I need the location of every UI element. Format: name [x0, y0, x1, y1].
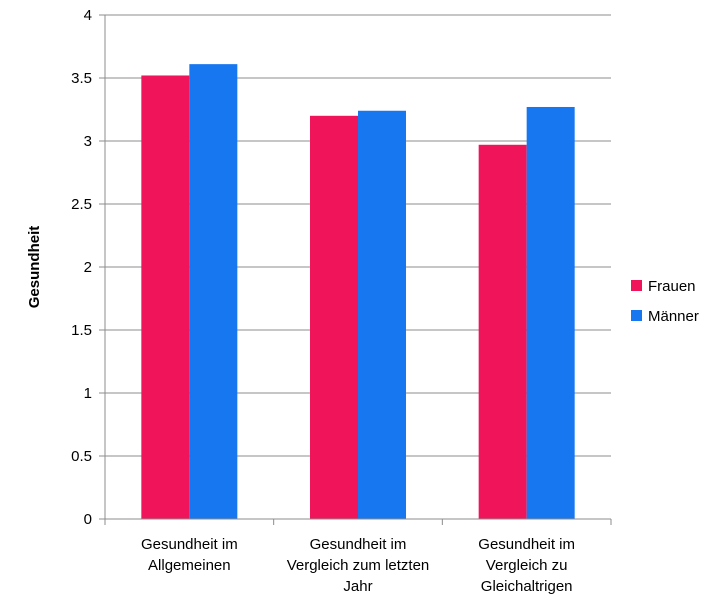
bars — [141, 64, 575, 520]
bar-frauen-3 — [478, 144, 527, 519]
x-category-label: Gesundheit im — [478, 536, 575, 553]
y-tick-label: 0 — [84, 511, 92, 528]
bar-männer-1 — [189, 64, 238, 519]
legend: Frauen Männer — [631, 278, 699, 325]
y-tick-label: 3.5 — [71, 70, 92, 87]
legend-label-frauen: Frauen — [648, 278, 696, 295]
x-category-label: Gesundheit im — [141, 536, 238, 553]
y-axis-label: Gesundheit — [26, 226, 43, 309]
y-tick-label: 0.5 — [71, 448, 92, 465]
y-tick-label: 1.5 — [71, 322, 92, 339]
y-tick-labels: 0 0.5 1 1.5 2 2.5 3 3.5 4 — [71, 7, 92, 528]
axes — [99, 14, 612, 525]
x-category-label: Gesundheit im — [310, 536, 407, 553]
bar-frauen-1 — [141, 75, 190, 519]
x-category-label: Gleichaltrigen — [481, 578, 573, 595]
y-tick-label: 1 — [84, 385, 92, 402]
legend-swatch-männer — [631, 310, 642, 321]
y-tick-label: 2 — [84, 259, 92, 276]
x-category-label: Allgemeinen — [148, 557, 231, 574]
legend-label-männer: Männer — [648, 308, 699, 325]
x-category-label: Vergleich zum letzten — [287, 557, 430, 574]
y-tick-label: 2.5 — [71, 196, 92, 213]
x-category-labels: Gesundheit im Allgemeinen Gesundheit im Ver… — [141, 536, 575, 595]
bar-frauen-2 — [310, 115, 358, 520]
x-category-label: Vergleich zu — [486, 557, 568, 574]
y-tick-label: 4 — [84, 7, 92, 24]
bar-männer-2 — [358, 110, 406, 519]
x-category-label: Jahr — [343, 578, 372, 595]
bar-männer-3 — [526, 106, 575, 519]
y-tick-label: 3 — [84, 133, 92, 150]
legend-swatch-frauen — [631, 280, 642, 291]
